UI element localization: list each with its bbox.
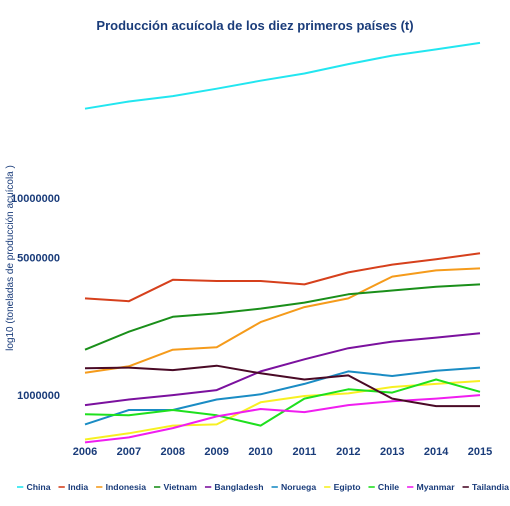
plot-area: [84, 41, 481, 444]
x-tick-label: 2012: [336, 446, 360, 458]
x-tick-label: 2014: [424, 446, 449, 458]
legend-item-chile: Chile: [368, 482, 399, 492]
x-tick-label: 2007: [117, 446, 141, 458]
legend-item-indonesia: Indonesia: [96, 482, 146, 492]
legend-label: Noruega: [281, 482, 316, 492]
y-axis-label: log10 (toneladas de producción acuícola …: [5, 165, 16, 351]
legend-label: Vietnam: [163, 482, 197, 492]
legend-label: Egipto: [334, 482, 361, 492]
x-tick-label: 2006: [73, 446, 97, 458]
legend-item-bangladesh: Bangladesh: [204, 482, 264, 492]
x-tick-label: 2009: [204, 446, 228, 458]
y-tick-label: 1000000: [17, 390, 60, 402]
series-line-china: [84, 41, 481, 110]
x-tick-label: 2013: [380, 446, 404, 458]
y-tick-label: 5000000: [17, 252, 60, 264]
legend-label: Indonesia: [106, 482, 147, 492]
y-axis-ticks: 1000000 5000000 10000000: [11, 193, 60, 402]
series-line-indonesia: [84, 267, 481, 374]
x-tick-label: 2011: [293, 446, 317, 458]
chart-title: Producción acuícola de los diez primeros…: [96, 18, 413, 33]
series-line-noruega: [84, 366, 481, 426]
legend-label: Myanmar: [417, 482, 456, 492]
x-tick-label: 2008: [161, 446, 185, 458]
legend-item-china: China: [17, 482, 51, 492]
y-tick-label: 10000000: [11, 193, 60, 205]
series-line-india: [84, 252, 481, 303]
series-line-vietnam: [84, 283, 481, 351]
x-axis-ticks: 2006 2007 2008 2009 2010 2011 2012 2013 2014 2015: [73, 446, 492, 458]
x-tick-label: 2015: [468, 446, 492, 458]
legend-label: Tailandia: [472, 482, 509, 492]
legend-item-myanmar: Myanmar: [407, 482, 455, 492]
legend-label: Bangladesh: [214, 482, 263, 492]
legend-label: Chile: [378, 482, 399, 492]
legend-item-egipto: Egipto: [324, 482, 361, 492]
legend-label: China: [26, 482, 50, 492]
series-line-bangladesh: [84, 332, 481, 407]
legend-item-noruega: Noruega: [271, 482, 316, 492]
x-tick-label: 2010: [248, 446, 272, 458]
legend: China India Indonesia Vietnam Bangladesh Noru…: [17, 482, 509, 492]
legend-item-tailandia: Tailandia: [462, 482, 509, 492]
series-line-tailandia: [84, 364, 480, 408]
legend-label: India: [68, 482, 88, 492]
series-line-myanmar: [84, 394, 481, 444]
series-line-chile: [84, 378, 481, 427]
legend-item-india: India: [58, 482, 88, 492]
legend-item-vietnam: Vietnam: [153, 482, 197, 492]
